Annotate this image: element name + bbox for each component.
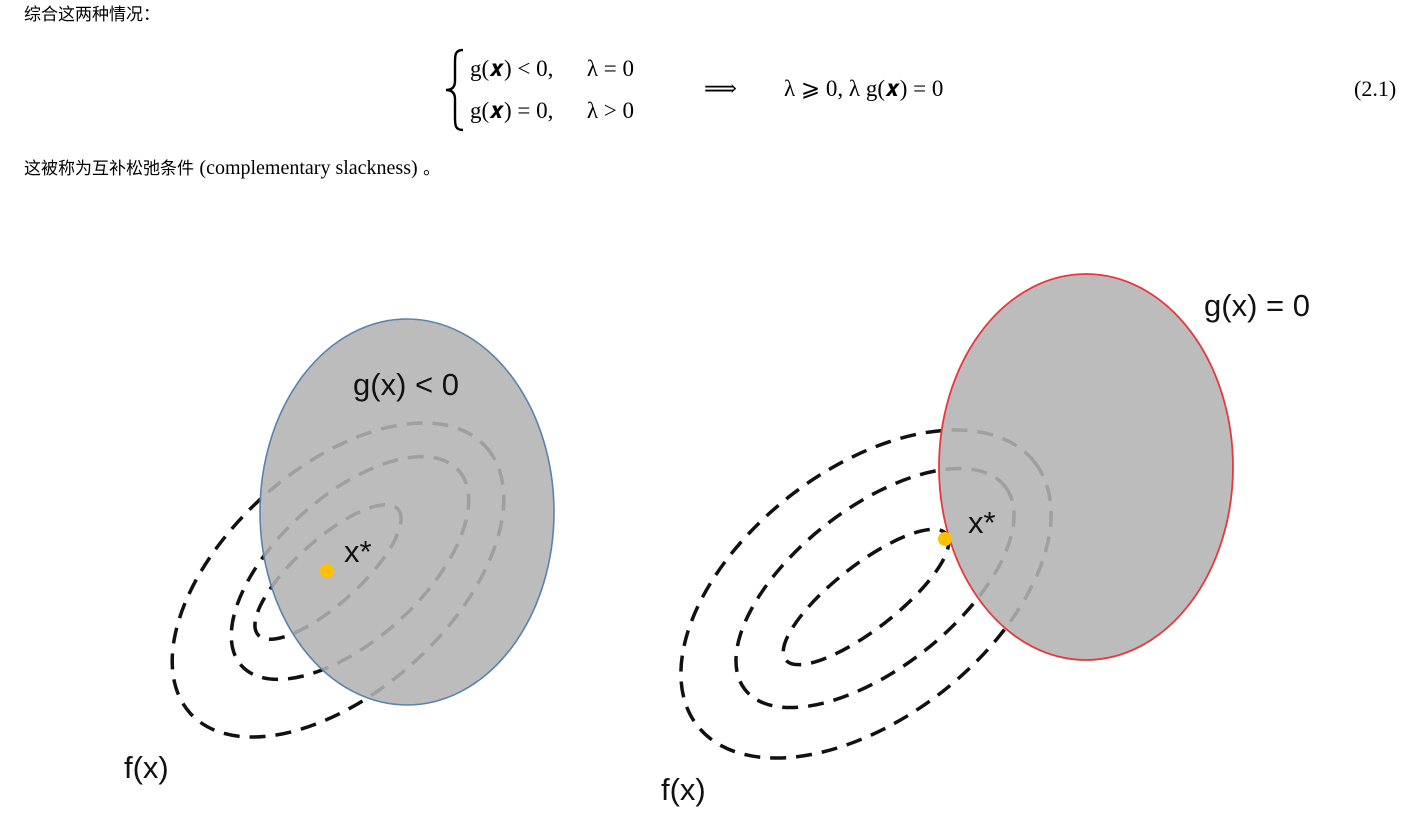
- equation-case-1: g(𝒙) < 0, λ = 0: [470, 56, 634, 82]
- right-constraint-label: g(x) = 0: [1204, 288, 1310, 323]
- right-contour-inner: [781, 527, 951, 667]
- equation-case-1-rhs: λ = 0: [586, 56, 634, 81]
- left-objective-label: f(x): [124, 750, 169, 785]
- left-panel: x* g(x) < 0 f(x): [124, 318, 555, 785]
- equation-case-2-lhs: g(𝒙) = 0,: [470, 98, 554, 123]
- equation-case-2-rhs: λ > 0: [586, 98, 634, 123]
- equation-case-2: g(𝒙) = 0, λ > 0: [470, 98, 634, 124]
- left-feasible-region: [260, 319, 554, 705]
- note-prefix: 这被称为互补松弛条件: [24, 159, 200, 179]
- left-optimum-label: x*: [344, 534, 372, 569]
- note-suffix: 。: [417, 159, 441, 179]
- note-term: (complementary slackness): [199, 157, 418, 179]
- right-objective-label: f(x): [661, 772, 706, 807]
- left-optimum-point: [320, 564, 334, 578]
- cases-brace: [445, 48, 464, 132]
- equation-number: (2.1): [1354, 76, 1397, 101]
- right-feasible-region: [939, 274, 1233, 660]
- right-optimum-point: [938, 532, 952, 546]
- intro-text: 综合这两种情况：: [24, 5, 160, 25]
- equation-result: λ ⩾ 0, λ g(𝒙) = 0: [784, 76, 944, 101]
- right-optimum-label: x*: [968, 505, 996, 540]
- left-region-boundary: [259, 318, 555, 706]
- left-constraint-label: g(x) < 0: [353, 367, 459, 402]
- complementary-slackness-note: 这被称为互补松弛条件 (complementary slackness) 。: [24, 156, 440, 181]
- right-panel: x* g(x) = 0 f(x): [661, 273, 1310, 807]
- right-region-boundary: [938, 273, 1234, 661]
- implies-arrow: ⟹: [704, 76, 737, 101]
- equation-case-1-lhs: g(𝒙) < 0,: [470, 56, 554, 81]
